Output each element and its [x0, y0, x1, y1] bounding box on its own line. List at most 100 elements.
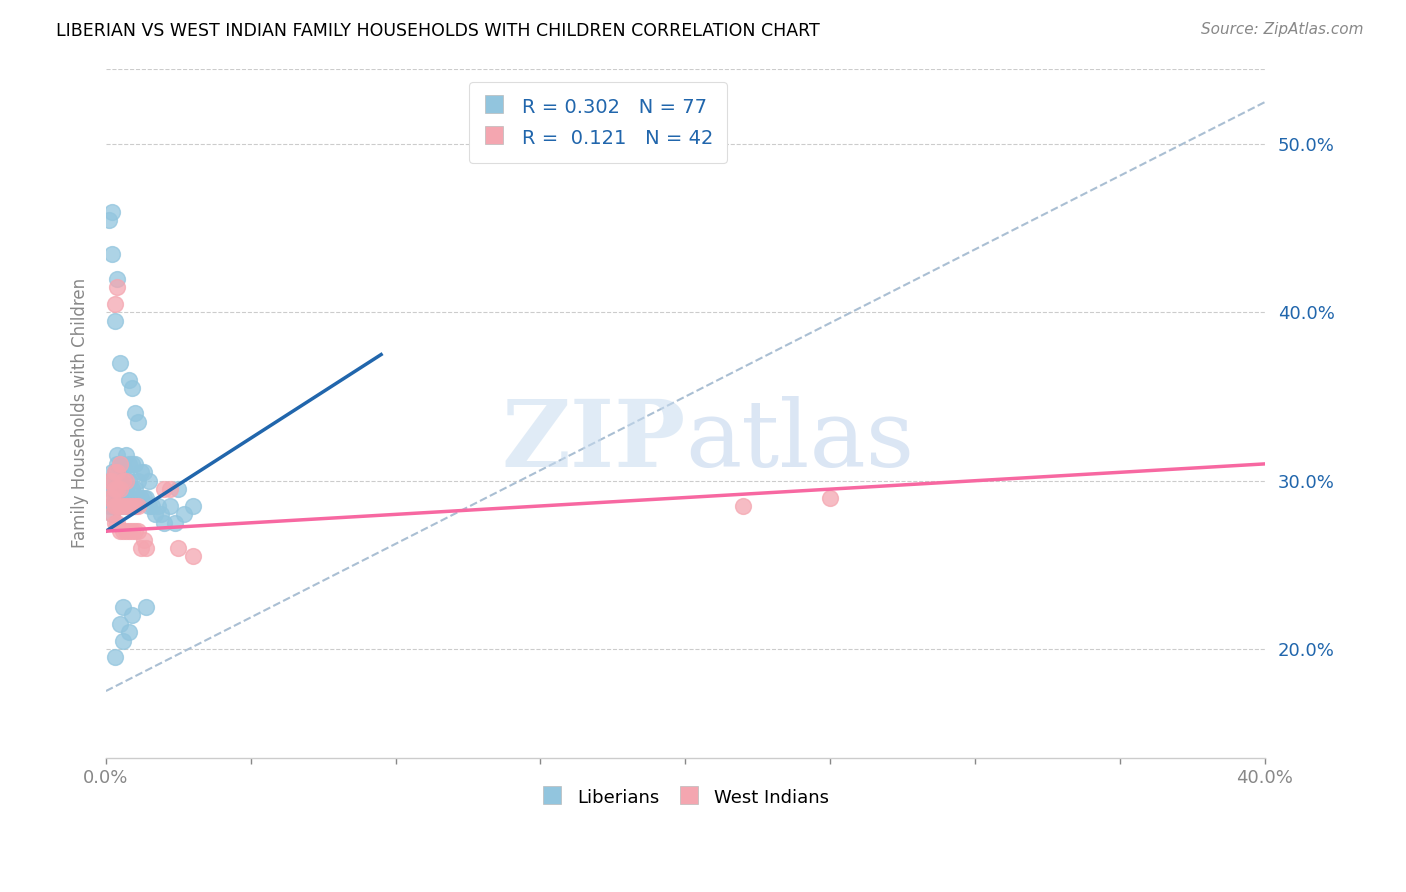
Point: [124, 482, 146, 496]
Point: [135, 491, 157, 505]
Text: ZIP: ZIP: [501, 396, 685, 486]
Point: [118, 499, 141, 513]
Point: [97, 499, 120, 513]
Point: [110, 616, 132, 631]
Point: [110, 356, 132, 370]
Point: [112, 524, 135, 539]
Point: [124, 524, 146, 539]
Point: [115, 474, 138, 488]
Point: [100, 508, 122, 522]
Point: [153, 482, 176, 496]
Point: [110, 457, 132, 471]
Point: [110, 524, 132, 539]
Point: [100, 246, 122, 260]
Point: [100, 204, 122, 219]
Point: [100, 499, 122, 513]
Point: [107, 482, 129, 496]
Point: [115, 466, 138, 480]
Point: [112, 457, 135, 471]
Point: [127, 499, 149, 513]
Point: [159, 482, 181, 496]
Point: [167, 482, 190, 496]
Point: [181, 499, 204, 513]
Point: [104, 466, 127, 480]
Point: [112, 474, 135, 488]
Point: [104, 314, 127, 328]
Point: [167, 541, 190, 555]
Point: [149, 508, 172, 522]
Point: [127, 415, 149, 429]
Point: [124, 406, 146, 420]
Point: [100, 508, 122, 522]
Point: [104, 482, 127, 496]
Text: LIBERIAN VS WEST INDIAN FAMILY HOUSEHOLDS WITH CHILDREN CORRELATION CHART: LIBERIAN VS WEST INDIAN FAMILY HOUSEHOLD…: [56, 22, 820, 40]
Point: [118, 524, 141, 539]
Point: [124, 457, 146, 471]
Y-axis label: Family Households with Children: Family Households with Children: [72, 278, 89, 549]
Point: [104, 482, 127, 496]
Point: [100, 474, 122, 488]
Text: atlas: atlas: [685, 396, 914, 486]
Point: [112, 491, 135, 505]
Point: [107, 474, 129, 488]
Point: [107, 491, 129, 505]
Point: [104, 474, 127, 488]
Point: [115, 499, 138, 513]
Legend: Liberians, West Indians: Liberians, West Indians: [534, 780, 837, 815]
Point: [138, 499, 160, 513]
Point: [107, 449, 129, 463]
Point: [107, 499, 129, 513]
Point: [115, 449, 138, 463]
Point: [110, 499, 132, 513]
Point: [107, 272, 129, 286]
Point: [110, 491, 132, 505]
Point: [104, 516, 127, 530]
Point: [118, 474, 141, 488]
Point: [110, 466, 132, 480]
Point: [110, 457, 132, 471]
Point: [97, 491, 120, 505]
Point: [146, 499, 169, 513]
Point: [107, 280, 129, 294]
Point: [129, 541, 152, 555]
Point: [112, 633, 135, 648]
Point: [100, 482, 122, 496]
Point: [104, 466, 127, 480]
Point: [135, 599, 157, 614]
Point: [127, 491, 149, 505]
Point: [121, 499, 143, 513]
Point: [124, 499, 146, 513]
Point: [104, 650, 127, 665]
Point: [121, 457, 143, 471]
Point: [107, 466, 129, 480]
Point: [818, 491, 841, 505]
Point: [129, 466, 152, 480]
Point: [107, 499, 129, 513]
Point: [135, 541, 157, 555]
Point: [110, 482, 132, 496]
Point: [97, 474, 120, 488]
Point: [121, 524, 143, 539]
Point: [118, 491, 141, 505]
Point: [181, 549, 204, 564]
Point: [141, 499, 163, 513]
Point: [115, 499, 138, 513]
Point: [100, 474, 122, 488]
Point: [143, 508, 166, 522]
Point: [129, 491, 152, 505]
Point: [132, 533, 155, 547]
Point: [115, 482, 138, 496]
Point: [107, 482, 129, 496]
Point: [124, 499, 146, 513]
Point: [104, 499, 127, 513]
Text: Source: ZipAtlas.com: Source: ZipAtlas.com: [1201, 22, 1364, 37]
Point: [110, 482, 132, 496]
Point: [112, 474, 135, 488]
Point: [121, 482, 143, 496]
Point: [112, 499, 135, 513]
Point: [121, 608, 143, 623]
Point: [107, 516, 129, 530]
Point: [138, 474, 160, 488]
Point: [112, 599, 135, 614]
Point: [121, 499, 143, 513]
